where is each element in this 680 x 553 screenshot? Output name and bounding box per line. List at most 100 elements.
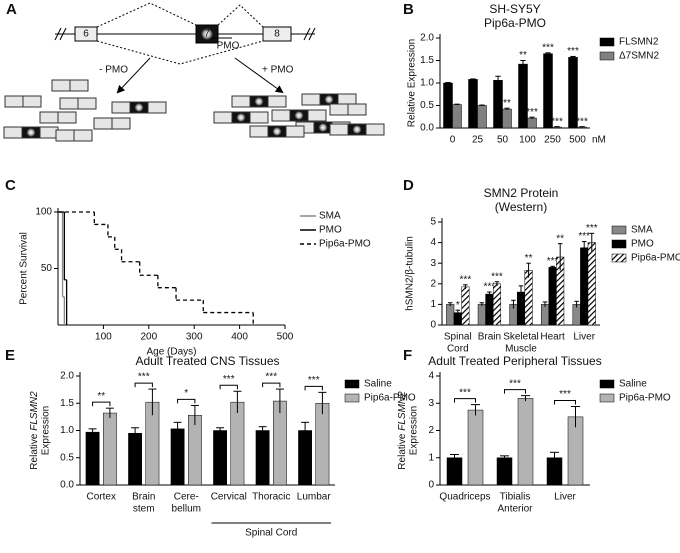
transcript-exon — [329, 123, 349, 136]
exon-glow — [254, 97, 264, 106]
transcript-exon — [3, 126, 23, 139]
transcript-exon — [39, 126, 59, 139]
chart-subtitle: (Western) — [495, 200, 547, 214]
splicing-diagram: A 6 7 8 PMO - PMO + PMO — [3, 1, 385, 142]
exon-label: 7 — [204, 29, 210, 40]
chart-subtitle: Pip6a-PMO — [484, 16, 546, 30]
legend-swatch — [611, 239, 627, 249]
x-tick-label: 0 — [450, 135, 456, 146]
legend-label: Δ7SMN2 — [619, 51, 659, 62]
legend-label: Pip6a-PMO — [364, 393, 416, 404]
transcript-exon — [39, 111, 59, 124]
comparison-label: *** — [223, 374, 235, 385]
legend-label: SMA — [631, 225, 653, 236]
transcript-exon — [69, 79, 89, 92]
y-axis-label: Expression — [409, 406, 420, 455]
break-marks — [54, 27, 316, 41]
panel-label: E — [5, 347, 15, 364]
x-tick-label: bellum — [172, 504, 201, 515]
exon-label: 6 — [83, 29, 89, 40]
comparison-label: *** — [265, 372, 277, 383]
panel-label: F — [403, 347, 412, 364]
transcript-exon — [4, 95, 24, 108]
comparison-label: * — [184, 388, 188, 399]
y-tick-label: 3 — [428, 398, 434, 409]
comparison-label: *** — [509, 378, 521, 389]
significance: ** — [519, 50, 527, 61]
transcript-exon — [337, 93, 357, 106]
bar — [540, 304, 550, 326]
x-tick-label: 25 — [472, 135, 484, 146]
comparison-bracket — [454, 398, 476, 403]
bar — [230, 401, 245, 486]
bar — [502, 108, 512, 129]
comparison-label: *** — [138, 372, 150, 383]
comparison-bracket — [177, 398, 196, 404]
bar — [477, 304, 486, 326]
y-tick-label: 5 — [430, 217, 436, 228]
comparison-bracket — [219, 384, 238, 390]
x-tick-label: Liver — [554, 492, 576, 503]
y-tick-label: 4 — [428, 371, 434, 382]
significance: *** — [586, 223, 598, 234]
x-tick-label: 400 — [231, 332, 248, 343]
x-tick-label: 200 — [140, 332, 157, 343]
y-tick-label: 1.0 — [420, 78, 434, 89]
comparison-label: *** — [559, 389, 571, 400]
comparison-bracket — [554, 400, 576, 405]
y-tick-label: 0.5 — [60, 452, 74, 463]
significance: *** — [578, 231, 590, 242]
bar — [273, 400, 287, 486]
legend-label: Saline — [364, 379, 392, 390]
comparison-label: *** — [308, 375, 320, 386]
y-tick-label: 1.5 — [420, 55, 434, 66]
bar — [85, 431, 100, 486]
legend-label: Pip6a-PMO — [319, 239, 371, 250]
y-tick-label: 2.0 — [60, 371, 74, 382]
bar — [128, 432, 142, 486]
comparison-bracket — [92, 401, 111, 407]
exon-glow — [26, 128, 36, 137]
y-tick-label: 1 — [428, 452, 434, 463]
y-axis-label: Relative FLSMN2 — [29, 391, 40, 470]
y-tick-label: 3 — [430, 258, 436, 269]
y-axis-label: Expression — [41, 406, 52, 455]
transcript-exon — [22, 95, 42, 108]
transcripts — [3, 79, 385, 142]
significance: *** — [551, 116, 563, 127]
x-tick-label: Quadriceps — [439, 492, 490, 503]
panel-label: A — [6, 1, 17, 18]
exon-glow — [294, 111, 304, 120]
oligo-label: PMO — [217, 41, 240, 52]
significance: ** — [525, 253, 533, 264]
y-tick-label: 100 — [35, 207, 52, 218]
exon-glow — [134, 103, 144, 112]
bar — [468, 79, 478, 129]
y-tick-label: 0.0 — [60, 480, 74, 491]
x-tick-label: Tibialis — [500, 492, 531, 503]
x-tick-label: Cortex — [87, 492, 116, 503]
arrow — [234, 57, 284, 94]
transcript-exon — [51, 79, 71, 92]
panel-label: D — [403, 177, 414, 194]
y-axis-label: Relative Expression — [407, 39, 418, 127]
x-tick-label: Thoracic — [252, 492, 290, 503]
x-tick-label: 300 — [186, 332, 203, 343]
y-tick-label: 1.0 — [60, 425, 74, 436]
significance: ** — [503, 98, 511, 109]
bar — [446, 457, 463, 486]
bar — [517, 398, 534, 486]
x-unit: nM — [592, 135, 606, 146]
condition-label: - PMO — [99, 65, 128, 76]
transcript-exon — [249, 111, 269, 124]
bar — [255, 430, 270, 486]
legend-label: Saline — [619, 379, 647, 390]
bar — [213, 430, 227, 486]
x-tick-label: Skeletal — [503, 332, 539, 343]
x-axis-label: Age (Days) — [146, 347, 196, 358]
transcript-exon — [329, 103, 349, 116]
chart-title: SMN2 Protein — [484, 186, 559, 200]
exon-glow — [201, 28, 213, 40]
y-tick-label: 0.0 — [420, 123, 434, 134]
